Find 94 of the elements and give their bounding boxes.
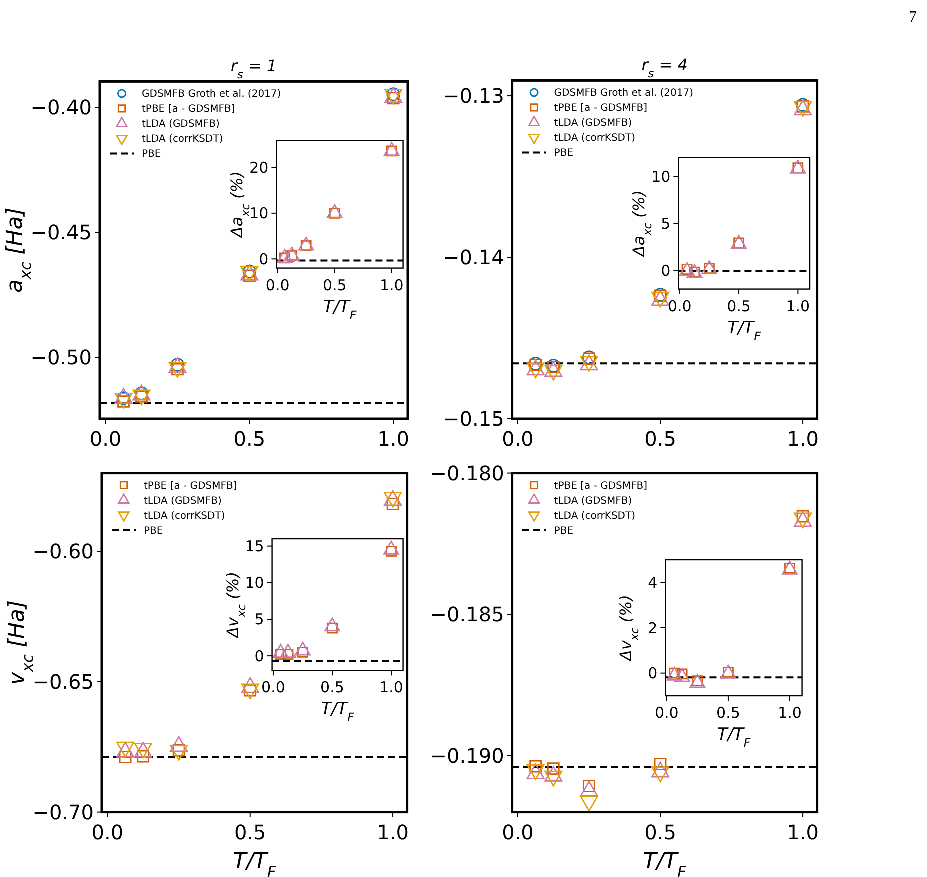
point (295, 642, 311, 656)
y-tick-label: −0.15 (443, 407, 504, 431)
y-tick-label: −0.185 (430, 602, 504, 627)
x-tick-label: 1.0 (378, 427, 410, 451)
x-tick-label: 0.0 (668, 297, 692, 316)
x-tick-label: 0.5 (716, 704, 740, 722)
point (326, 204, 343, 218)
x-tick-label: 0.0 (92, 820, 124, 844)
x-tick-label: 1.0 (380, 276, 404, 294)
x-tick-label: 0.0 (502, 427, 534, 451)
legend-label: tLDA (GDSMFB) (142, 119, 220, 130)
legend-label: tPBE [a - GDSMFB] (554, 480, 648, 492)
y-tick-label: 0 (648, 664, 658, 683)
legend-label: tLDA (corrKSDT) (554, 510, 636, 522)
chart-title: r$_{s}$ = 1 (230, 56, 278, 82)
point (674, 668, 690, 682)
y-tick-label: −0.14 (443, 246, 504, 270)
y-tick-label: −0.60 (32, 540, 94, 564)
legend-label: tLDA (corrKSDT) (142, 134, 224, 146)
y-tick-label: 5 (254, 610, 264, 629)
x-tick-label: 1.0 (377, 820, 409, 844)
point (731, 235, 747, 250)
x-tick-label: 0.0 (90, 427, 122, 451)
chart-title: r$_{s}$ = 4 (642, 56, 688, 80)
point (384, 540, 400, 555)
x-tick-label: 0.5 (644, 820, 676, 844)
y-tick-label: −0.40 (30, 96, 92, 120)
x-axis-title: T/T$_{F}$ (728, 318, 762, 344)
point (298, 236, 314, 251)
legend-label: tLDA (GDSMFB) (144, 496, 222, 507)
legend-label: PBE (554, 526, 574, 537)
legend-label: tPBE [a - GDSMFB] (144, 480, 238, 492)
y-tick-label: 10 (245, 574, 264, 592)
x-tick-label: 0.0 (655, 704, 679, 722)
x-axis-title: T/T$_{F}$ (717, 725, 751, 750)
x-tick-label: 1.0 (778, 704, 802, 722)
x-tick-label: 0.5 (234, 427, 266, 451)
y-tick-label: −0.13 (443, 84, 504, 108)
point (384, 142, 400, 156)
x-tick-label: 0.5 (644, 427, 676, 451)
y-tick-label: 15 (245, 538, 264, 556)
y-tick-label: 0 (661, 262, 671, 280)
y-tick-label: 4 (648, 574, 658, 592)
legend-label: tLDA (GDSMFB) (554, 118, 632, 130)
y-tick-label: 10 (652, 168, 671, 186)
x-tick-label: 1.0 (380, 678, 404, 697)
x-tick-label: 1.0 (787, 427, 819, 451)
point (272, 644, 289, 658)
point (666, 667, 683, 681)
point (690, 674, 706, 688)
point (277, 249, 293, 264)
x-tick-label: 0.5 (727, 297, 751, 316)
point (679, 262, 696, 276)
y-tick-label: −0.65 (32, 670, 94, 694)
y-tick-label: 10 (250, 204, 269, 223)
x-tick-label: 1.0 (786, 297, 810, 316)
x-axis-title: T/T$_{F}$ (233, 849, 278, 877)
y-tick-label: −0.190 (430, 744, 504, 768)
point (720, 664, 736, 679)
legend-label: tPBE [a - GDSMFB] (142, 104, 236, 116)
y-tick-label: 0 (254, 647, 264, 666)
x-tick-label: 0.0 (262, 678, 286, 697)
point (702, 260, 718, 274)
legend-label: tLDA (GDSMFB) (554, 496, 632, 507)
point (686, 264, 703, 278)
y-tick-label: −0.45 (30, 220, 92, 245)
point (324, 618, 340, 632)
legend-label: tLDA (corrKSDT) (144, 510, 226, 522)
legend-label: GDSMFB Groth et al. (2017) (142, 89, 282, 100)
legend-label: tPBE [a - GDSMFB] (554, 103, 648, 114)
y-tick-label: −0.50 (30, 346, 92, 370)
legend-label: tLDA (corrKSDT) (554, 133, 636, 144)
x-tick-label: 0.0 (266, 276, 290, 294)
legend-label: PBE (554, 148, 574, 160)
x-tick-label: 0.0 (502, 820, 534, 844)
y-tick-label: −0.70 (32, 800, 94, 824)
x-tick-label: 1.0 (787, 820, 819, 844)
y-tick-label: 0 (259, 250, 269, 268)
y-tick-label: −0.180 (430, 461, 504, 486)
y-tick-label: 2 (648, 619, 658, 638)
text: 7 (909, 9, 917, 26)
legend-label: PBE (142, 149, 162, 160)
x-axis-title: T/T$_{F}$ (323, 297, 357, 322)
x-axis-title: T/T$_{F}$ (321, 700, 355, 725)
legend-label: GDSMFB Groth et al. (2017) (554, 88, 694, 100)
x-tick-label: 0.5 (234, 820, 266, 844)
x-axis-title: T/T$_{F}$ (643, 849, 688, 877)
point (280, 644, 296, 658)
y-tick-label: 20 (250, 158, 269, 177)
x-tick-label: 0.5 (322, 276, 347, 294)
y-tick-label: 5 (661, 214, 671, 233)
point (284, 246, 300, 261)
x-tick-label: 0.5 (320, 678, 344, 697)
legend-label: PBE (144, 526, 164, 537)
